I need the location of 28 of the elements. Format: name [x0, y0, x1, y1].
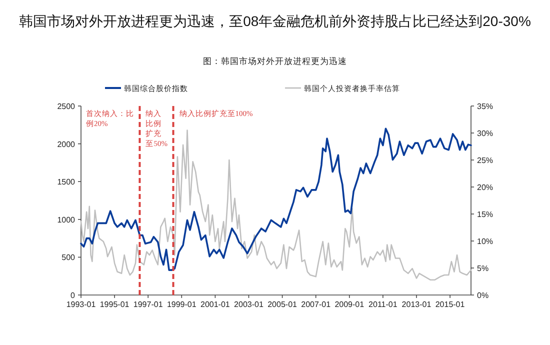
x-tick-label: 2003-01 [234, 300, 264, 309]
x-tick-label: 2009-01 [334, 300, 365, 309]
y2-tick-label: 20% [477, 183, 494, 192]
y2-tick-label: 0% [477, 291, 489, 300]
subtitle: 图：韩国市场对外开放进程更为迅速 [203, 56, 347, 66]
y2-tick-label: 5% [477, 264, 489, 273]
y-tick-label: 2000 [57, 140, 76, 149]
y-tick-label: 0 [70, 291, 76, 300]
x-tick-label: 1999-01 [166, 300, 197, 309]
x-tick-label: 2011-01 [368, 300, 398, 309]
x-tick-label: 2013-01 [402, 300, 432, 309]
y-tick-label: 2500 [57, 102, 76, 111]
y-tick-label: 500 [62, 253, 76, 262]
y2-tick-label: 25% [477, 156, 494, 165]
y-tick-label: 1500 [57, 178, 76, 187]
y2-tick-label: 15% [477, 210, 494, 219]
y2-tick-label: 10% [477, 237, 494, 246]
x-tick-label: 2001-01 [200, 300, 230, 309]
x-tick-label: 1995-01 [100, 300, 130, 309]
y2-tick-label: 30% [477, 129, 494, 138]
x-tick-label: 2015-01 [435, 300, 466, 309]
y2-tick-label: 35% [477, 102, 494, 111]
x-tick-label: 2005-01 [268, 300, 298, 309]
title: 韩国市场对外开放进程更为迅速，至08年金融危机前外资持股占比已经达到20-30% [19, 13, 531, 29]
x-tick-label: 1993-01 [66, 300, 96, 309]
x-tick-label: 2007-01 [301, 300, 332, 309]
y-tick-label: 1000 [57, 215, 76, 224]
x-tick-label: 1997-01 [133, 300, 164, 309]
